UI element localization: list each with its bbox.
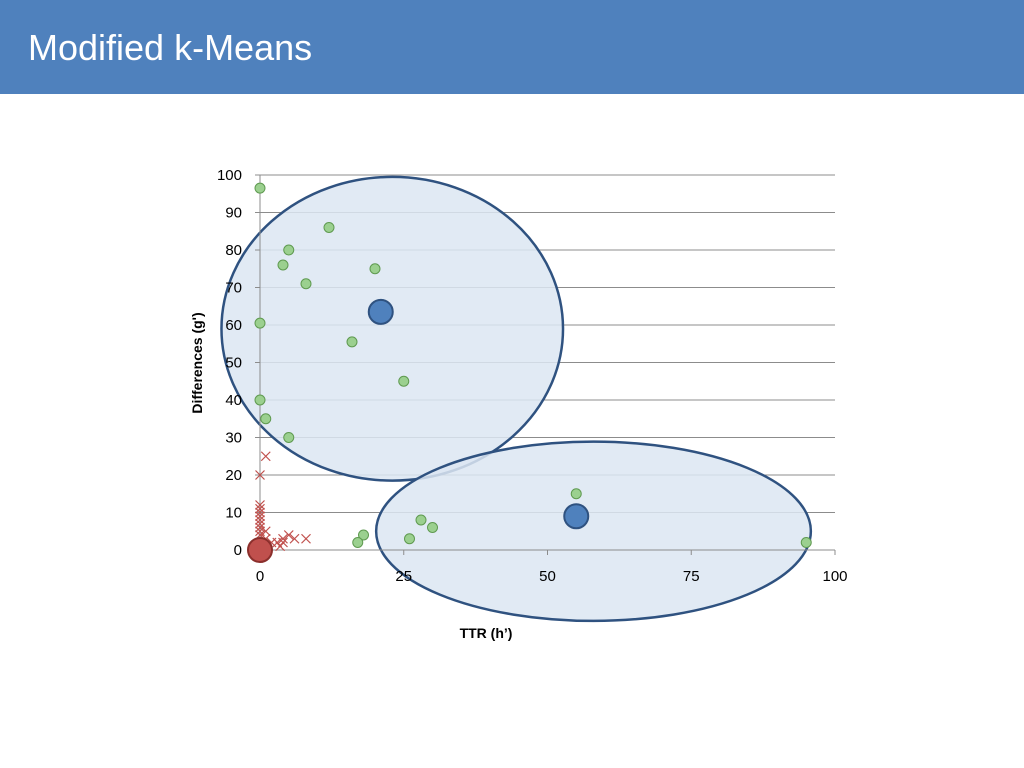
cross-stroke [260, 526, 271, 537]
cross-point [255, 507, 265, 518]
data-point [346, 336, 358, 348]
x-tick-label: 25 [395, 568, 412, 585]
cross-point [255, 503, 265, 514]
y-tick-label: 100 [217, 167, 242, 184]
data-point [358, 529, 369, 541]
data-point [570, 488, 582, 500]
y-tick-label: 90 [225, 205, 242, 222]
y-tick-label: 70 [225, 280, 242, 297]
cross-stroke [260, 451, 271, 462]
data-point [427, 522, 438, 533]
x-tick-label: 50 [539, 568, 556, 585]
data-point [369, 263, 381, 275]
cross-point [260, 451, 271, 462]
cross-stroke [289, 533, 300, 544]
data-point [283, 432, 295, 443]
cross-point [255, 518, 265, 529]
cross-point [255, 511, 265, 522]
data-point [254, 182, 266, 194]
centroid-point [563, 503, 590, 530]
y-tick-label: 40 [225, 392, 242, 409]
cluster-ellipses [220, 175, 813, 623]
slide-title: Modified k-Means [28, 27, 313, 68]
data-point [260, 413, 272, 425]
y-tick-label: 80 [225, 242, 242, 259]
data-point [254, 317, 266, 329]
x-tick-label: 100 [822, 568, 847, 585]
cross-stroke [255, 515, 265, 525]
data-point [277, 259, 289, 271]
data-point [323, 222, 335, 233]
data-point [300, 278, 312, 290]
cross-stroke [283, 530, 294, 540]
cluster-ellipse [374, 440, 813, 623]
x-axis-title: TTR (h’) [460, 625, 513, 641]
cross-point [260, 526, 271, 537]
cross-point [255, 500, 265, 510]
data-point [800, 537, 812, 548]
cross-stroke [255, 507, 265, 518]
y-tick-label: 0 [234, 542, 242, 559]
y-tick-label: 20 [225, 467, 242, 484]
y-axis-title: Differences (g') [189, 312, 205, 413]
centroid-point [367, 298, 394, 325]
cross-point [255, 522, 265, 533]
data-point [283, 244, 295, 256]
data-point [254, 394, 266, 406]
cross-stroke [301, 533, 311, 544]
data-point [398, 375, 410, 387]
cross-stroke [255, 518, 265, 529]
data-point [352, 537, 364, 548]
header-bar [0, 0, 1024, 94]
y-tick-label: 10 [225, 505, 242, 522]
cross-stroke [255, 470, 265, 480]
cross-stroke [255, 511, 265, 522]
y-tick-label: 30 [225, 430, 242, 447]
cross-point [289, 533, 300, 544]
cross-stroke [255, 500, 265, 510]
cross-point [255, 470, 265, 480]
x-tick-label: 75 [683, 568, 700, 585]
y-tick-label: 50 [225, 355, 242, 372]
cross-stroke [278, 537, 288, 548]
cluster-ellipse [220, 175, 565, 482]
cross-stroke [278, 533, 288, 544]
data-points [247, 182, 812, 563]
x-tick-label: 0 [256, 568, 264, 585]
centroid-point [247, 537, 273, 563]
y-tick-label: 60 [225, 317, 242, 334]
cross-point [278, 537, 288, 548]
cross-point [255, 515, 265, 525]
cross-point [301, 533, 311, 544]
cross-point [278, 533, 288, 544]
data-point [415, 514, 427, 526]
cross-stroke [255, 522, 265, 533]
data-point [404, 533, 415, 545]
tick-labels: 0 10 20 30 40 50 60 70 80 90 100 0 25 50 75 100 [217, 167, 848, 585]
cross-stroke [255, 503, 265, 514]
cross-point [283, 530, 294, 540]
